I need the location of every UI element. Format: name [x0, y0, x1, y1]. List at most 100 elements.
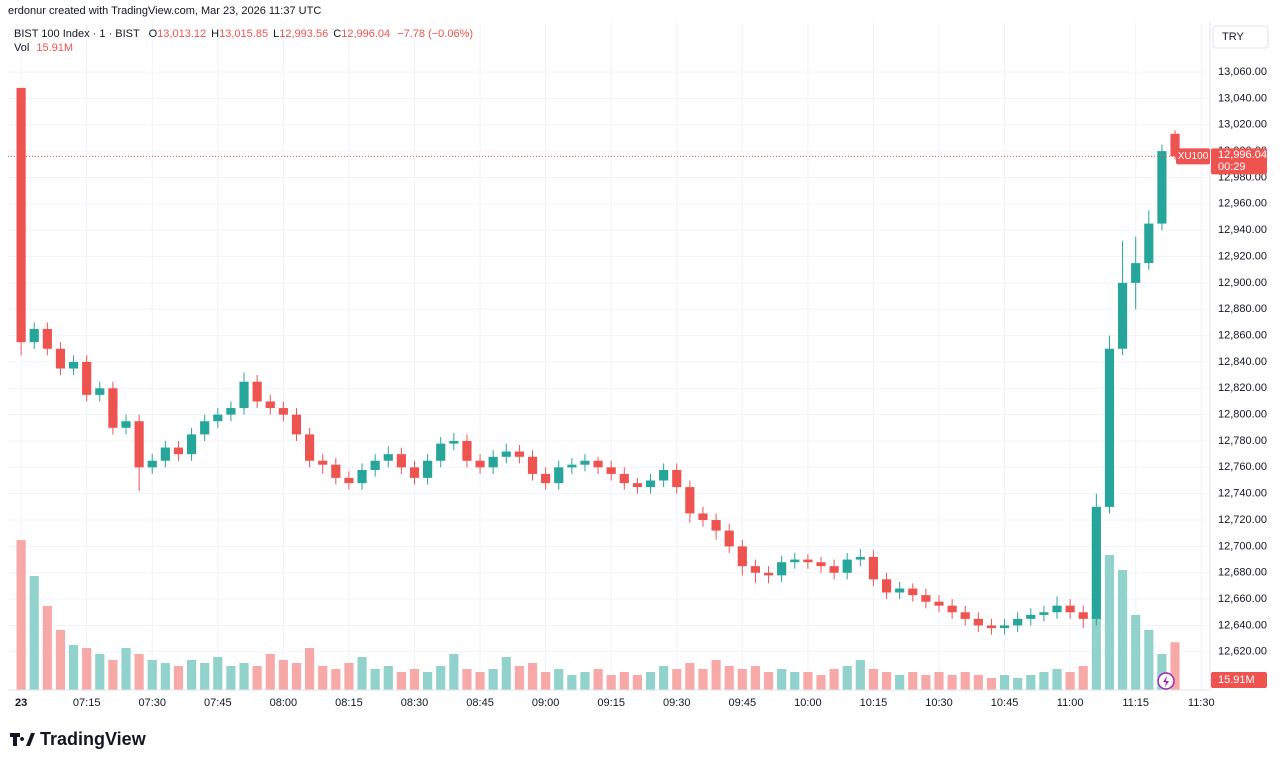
volume-bar [265, 654, 275, 690]
brand-icon [10, 733, 35, 746]
volume-header: Vol 15.91M [14, 42, 73, 54]
candle-body [344, 477, 354, 484]
candle-body [685, 487, 695, 514]
candle-body [462, 440, 472, 461]
candle-body [1117, 282, 1128, 349]
candle-body [908, 588, 918, 596]
volume-bar [934, 672, 944, 690]
candle-body [501, 451, 511, 457]
volume-bar [370, 669, 380, 690]
volume-bar [829, 669, 839, 690]
volume-bar [842, 666, 852, 690]
volume-bar [737, 669, 747, 690]
candle-body [357, 469, 367, 484]
candle-body [1170, 133, 1180, 157]
volume-bar [908, 672, 918, 690]
x-tick-label: 08:30 [401, 697, 429, 709]
candle-body [29, 328, 39, 343]
candle-body [291, 414, 302, 435]
high-value: 13,015.85 [219, 28, 268, 40]
volume-bar [724, 666, 734, 690]
y-tick-label: 12,900.00 [1218, 277, 1267, 289]
volume-bar [541, 672, 551, 690]
y-tick-label: 13,040.00 [1218, 92, 1267, 104]
grid [8, 22, 1210, 690]
candle-body [514, 451, 524, 457]
candle-body [147, 460, 157, 468]
candle-body [895, 588, 905, 593]
volume-bar [239, 663, 249, 690]
x-tick-label: 10:30 [925, 697, 953, 709]
x-tick-label: 11:30 [1188, 697, 1215, 709]
candle-body [396, 454, 406, 468]
candle-body [68, 361, 79, 369]
candle-body [947, 605, 957, 613]
x-tick-label: 08:45 [466, 697, 494, 709]
candle-body [278, 408, 288, 415]
y-tick-label: 12,860.00 [1218, 329, 1267, 341]
volume-bar [514, 666, 524, 690]
open-value: 13,013.12 [157, 28, 206, 40]
candle-body [842, 559, 852, 573]
candle-body [173, 447, 184, 455]
close-value: 12,996.04 [341, 28, 390, 40]
y-tick-label: 12,700.00 [1218, 540, 1267, 552]
price-tag: 12,996.04 [1218, 149, 1267, 161]
volume-bar [95, 654, 105, 690]
candle-body [593, 460, 603, 468]
volume-bar [1026, 675, 1036, 690]
volume-bar [383, 666, 393, 690]
volume-bar [1170, 642, 1180, 690]
candle-body [698, 513, 708, 521]
candle-body [1039, 612, 1049, 615]
candle-body [711, 520, 721, 531]
volume-bar [672, 669, 682, 690]
candle-body [829, 566, 839, 573]
volume-bar [750, 666, 761, 690]
candle-body [934, 601, 944, 606]
volume-bar [1104, 555, 1115, 690]
candle-body [868, 556, 879, 580]
candle-body [816, 562, 826, 567]
volume-bar [698, 669, 708, 690]
x-tick-label: 08:15 [335, 697, 363, 709]
ticker-tag: XU100 [1178, 151, 1209, 162]
candle-body [239, 381, 249, 409]
candle-body [724, 530, 734, 547]
y-tick-label: 12,780.00 [1218, 435, 1267, 447]
change: −7.78 (−0.06%) [397, 28, 473, 40]
candle-body [737, 546, 747, 567]
low-label: L [273, 28, 279, 40]
volume-bar [868, 669, 879, 690]
volume-bar [278, 660, 288, 690]
countdown: 00:29 [1218, 161, 1246, 173]
candle-body [160, 447, 170, 461]
candle-body [659, 469, 669, 481]
volume-bar [147, 660, 157, 690]
currency[interactable]: TRY [1222, 31, 1244, 43]
x-tick-label: 09:15 [597, 697, 625, 709]
y-tick-label: 12,800.00 [1218, 409, 1267, 421]
candle-body [645, 480, 656, 488]
candle-body [82, 361, 92, 395]
ticker-tag-bg [1176, 148, 1210, 165]
candle-body [541, 473, 551, 484]
y-tick-label: 12,920.00 [1218, 250, 1267, 262]
candle-body [999, 625, 1010, 629]
candle-body [265, 401, 275, 409]
currency-button[interactable] [1212, 25, 1269, 49]
volume-bar [344, 663, 354, 690]
volume-bar [659, 666, 669, 690]
low-value: 12,993.56 [279, 28, 328, 40]
y-tick-label: 12,620.00 [1218, 646, 1267, 658]
volume-bar [409, 669, 420, 690]
volume-bar [895, 675, 905, 690]
volume-bar [685, 663, 695, 690]
volume-bar [1131, 615, 1141, 690]
volume-bar [488, 669, 498, 690]
volume-bar [645, 672, 656, 690]
volume-bar [527, 663, 538, 690]
volume-bar [763, 672, 774, 690]
volume-bar [436, 666, 446, 690]
x-tick-label: 23 [15, 697, 27, 709]
